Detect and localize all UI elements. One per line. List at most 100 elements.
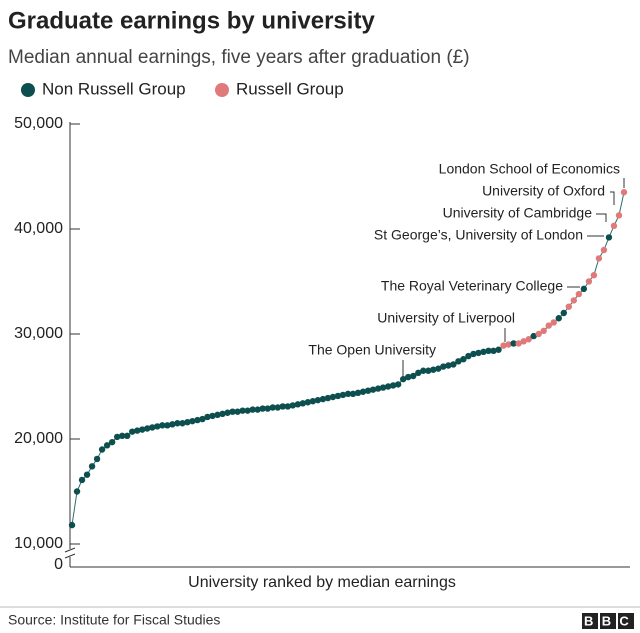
point	[435, 365, 442, 372]
point	[149, 424, 156, 431]
point	[550, 319, 557, 326]
point	[68, 521, 76, 529]
point	[480, 348, 487, 356]
point	[420, 367, 427, 374]
point	[334, 392, 342, 400]
point	[475, 349, 482, 357]
point	[384, 383, 392, 390]
point	[154, 423, 161, 430]
point	[520, 338, 527, 345]
point	[83, 471, 91, 478]
annotation: London School of Economics	[439, 161, 620, 177]
point	[98, 446, 106, 453]
point	[410, 372, 417, 380]
point	[379, 384, 387, 391]
point	[134, 427, 141, 434]
point	[174, 420, 181, 427]
point	[430, 366, 437, 373]
point	[570, 297, 578, 304]
point	[415, 369, 422, 377]
point	[78, 476, 86, 484]
point	[580, 285, 588, 293]
point	[329, 393, 337, 401]
point	[490, 347, 497, 354]
point	[129, 428, 136, 435]
point	[209, 412, 216, 420]
point	[460, 356, 467, 363]
point	[259, 405, 266, 412]
point	[615, 212, 623, 219]
point	[560, 309, 567, 317]
annotation-leader	[596, 213, 607, 222]
annotation: St George’s, University of London	[374, 227, 583, 243]
annotation: University of Liverpool	[377, 310, 515, 326]
point	[525, 336, 532, 343]
point	[103, 442, 111, 449]
point	[294, 401, 302, 408]
point	[118, 432, 126, 440]
y-tick-label: 0	[54, 556, 63, 573]
point	[585, 278, 593, 285]
point	[575, 290, 583, 298]
point	[159, 422, 166, 429]
point	[234, 408, 241, 415]
legend-swatch	[215, 83, 229, 97]
point	[144, 425, 151, 432]
point	[565, 303, 572, 310]
point	[184, 419, 191, 426]
point	[274, 404, 281, 411]
point	[600, 246, 608, 254]
point	[374, 385, 382, 392]
point	[450, 361, 457, 368]
point	[204, 413, 211, 421]
point	[113, 433, 121, 441]
point	[405, 373, 412, 381]
chart-title: Graduate earnings by university	[8, 7, 375, 34]
point	[620, 189, 628, 196]
point	[540, 327, 547, 335]
point	[279, 403, 286, 410]
point	[445, 362, 452, 369]
point	[605, 234, 613, 241]
legend-swatch	[21, 83, 35, 97]
point	[269, 404, 276, 411]
point	[465, 352, 472, 360]
point	[339, 391, 347, 399]
point	[124, 432, 131, 440]
point	[324, 394, 332, 402]
point	[304, 399, 312, 406]
point	[344, 390, 352, 398]
point	[394, 381, 402, 388]
point	[199, 415, 206, 423]
y-tick-label: 50,000	[14, 115, 63, 132]
annotation: University of Cambridge	[443, 205, 593, 221]
point	[264, 405, 271, 412]
legend-label: Non Russell Group	[42, 79, 186, 98]
point	[319, 395, 327, 403]
point	[595, 255, 603, 262]
point	[400, 375, 407, 383]
point	[309, 398, 317, 405]
point	[299, 400, 307, 407]
point	[244, 407, 251, 414]
chart-subtitle: Median annual earnings, five years after…	[8, 47, 470, 68]
point	[505, 341, 512, 348]
point	[515, 340, 522, 347]
logo-box	[600, 613, 616, 629]
point	[349, 390, 357, 398]
point	[194, 416, 201, 424]
point	[229, 408, 236, 415]
axis-break	[64, 547, 76, 553]
point	[455, 358, 462, 365]
axis-break	[64, 553, 76, 559]
annotation: University of Oxford	[482, 183, 605, 199]
point	[284, 403, 291, 410]
point	[108, 438, 116, 446]
point	[139, 426, 146, 433]
source: Source: Institute for Fiscal Studies	[8, 612, 220, 628]
point	[510, 340, 517, 347]
point	[93, 455, 101, 463]
point	[354, 389, 362, 396]
point	[555, 315, 562, 322]
